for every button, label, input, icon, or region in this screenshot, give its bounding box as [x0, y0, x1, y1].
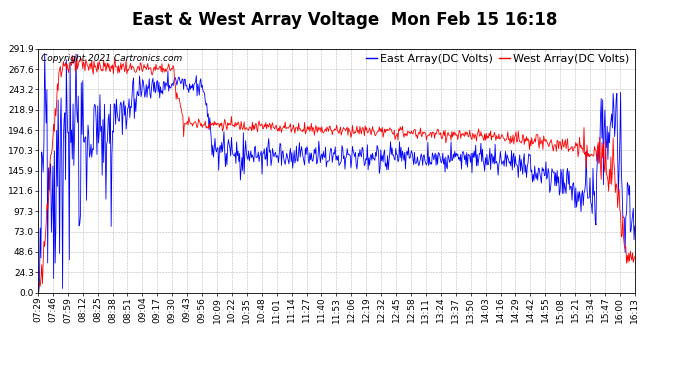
Legend: East Array(DC Volts), West Array(DC Volts): East Array(DC Volts), West Array(DC Volt…: [366, 54, 629, 64]
Text: Copyright 2021 Cartronics.com: Copyright 2021 Cartronics.com: [41, 54, 182, 63]
Text: East & West Array Voltage  Mon Feb 15 16:18: East & West Array Voltage Mon Feb 15 16:…: [132, 11, 558, 29]
